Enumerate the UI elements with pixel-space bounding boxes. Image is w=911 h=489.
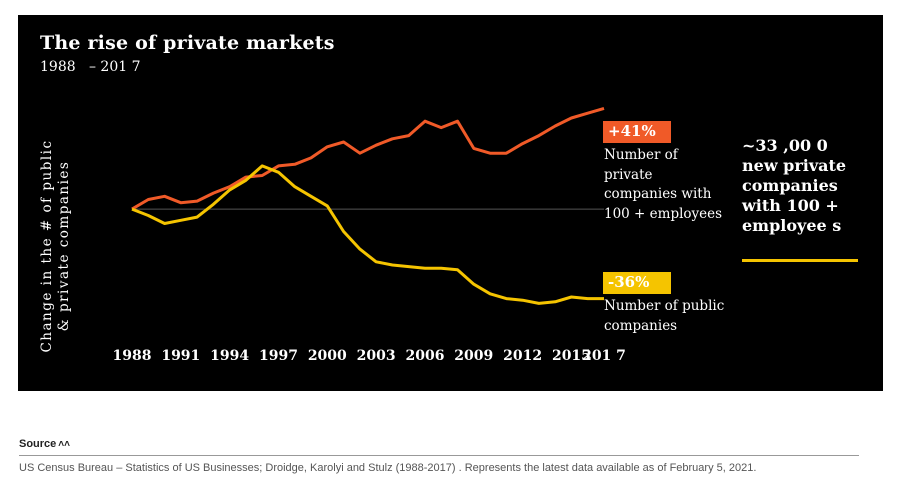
- private-change-badge: +41%: [603, 121, 671, 143]
- source-divider: [19, 455, 859, 456]
- x-tick-label: 2015: [552, 348, 591, 364]
- x-tick-label: 2000: [308, 348, 347, 364]
- source-label-text: Source: [19, 438, 57, 450]
- callout-line-text: with 100 +: [742, 196, 839, 215]
- x-tick-label: 2009: [454, 348, 493, 364]
- source-text: US Census Bureau – Statistics of US Busi…: [19, 462, 757, 474]
- x-tick-label: 1997: [259, 348, 298, 364]
- callout-line-text: employee s: [742, 216, 842, 235]
- double-chevron-up-icon: ˄˄: [58, 439, 70, 450]
- x-tick-label: 2003: [357, 348, 396, 364]
- callout-line-text: ~33 ,00 0: [742, 136, 828, 155]
- public-series-label: Number of public companies: [604, 297, 734, 336]
- public-change-badge: -36%: [603, 272, 671, 294]
- private-label-line: Number of: [604, 147, 678, 163]
- source-toggle[interactable]: Source ˄˄: [19, 438, 70, 450]
- callout-line-text: companies: [742, 176, 838, 195]
- callout-legend-swatch: [742, 259, 858, 262]
- public-label-line: companies: [604, 317, 678, 334]
- x-tick-label: 1991: [161, 348, 200, 364]
- y-axis-label: Change in the # of public & private comp…: [39, 139, 72, 353]
- callout-line-text: new private: [742, 156, 847, 175]
- x-tick-label: 201 7: [582, 348, 626, 364]
- chart-title: The rise of private markets: [40, 32, 335, 54]
- x-tick-label: 2006: [405, 348, 444, 364]
- x-tick-label: 2012: [503, 348, 542, 364]
- private-label-line: private: [604, 166, 653, 183]
- x-tick-label: 1988: [113, 348, 152, 364]
- line-chart: 1988 1991 1994 1997 2000 2003 2006 2009 2012 2015…: [113, 106, 626, 364]
- x-tick-label: 1994: [210, 348, 249, 364]
- public-label-line: Number of public: [604, 298, 725, 314]
- public-companies-line: [131, 164, 604, 305]
- private-label-line: 100 + employees: [604, 205, 723, 222]
- private-label-line: companies with: [604, 186, 712, 202]
- chart-panel: The rise of private markets 1988 – 201 7…: [18, 15, 883, 391]
- private-companies-line: [131, 106, 605, 211]
- private-series-label: Number of private companies with 100 + e…: [604, 146, 724, 224]
- chart-subtitle: 1988 – 201 7: [40, 59, 141, 75]
- callout-text: ~33 ,00 0 new private companies with 100…: [742, 136, 872, 236]
